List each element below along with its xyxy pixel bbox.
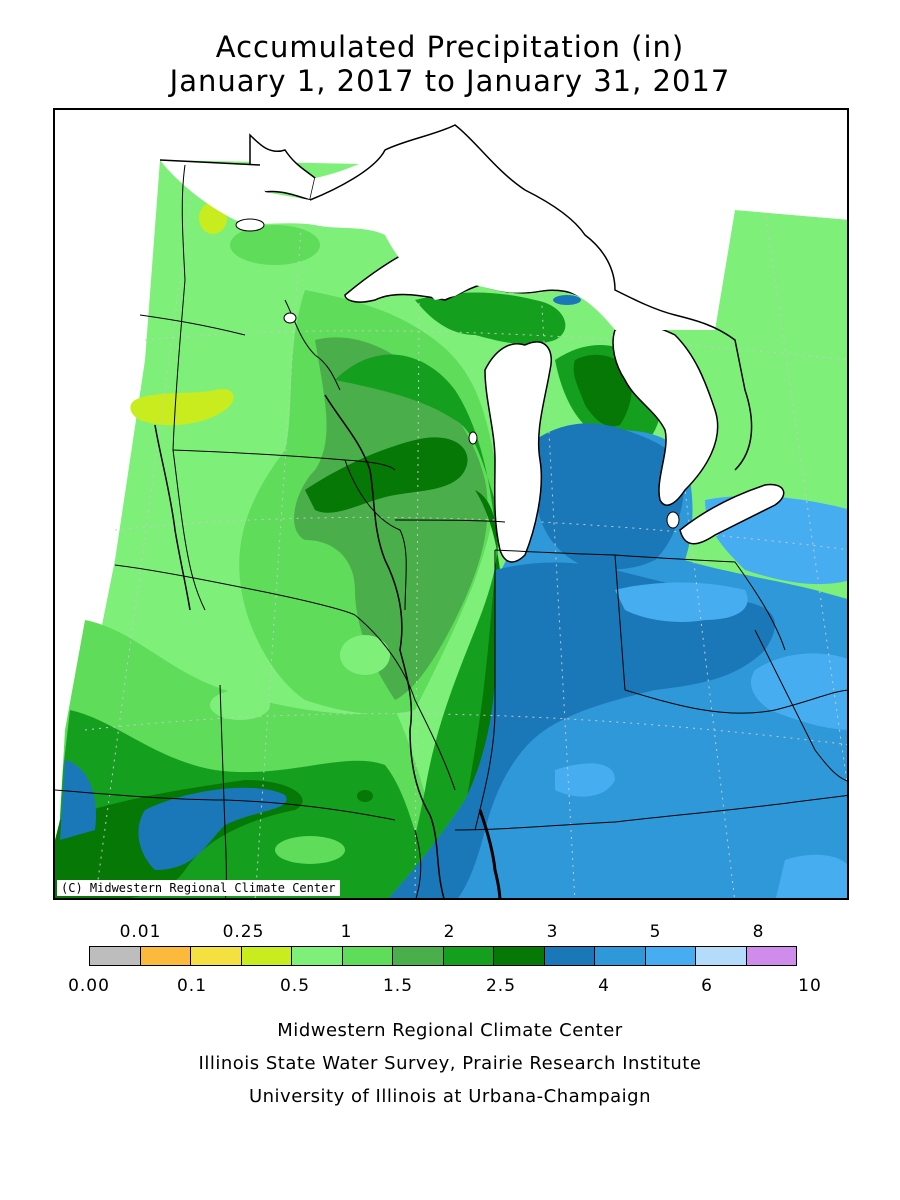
precip-zone-lightblue-ky: [555, 763, 615, 797]
legend-top-label: 2: [443, 922, 456, 942]
legend-bottom-label: 0.5: [279, 976, 311, 996]
legend-swatch: [594, 946, 646, 966]
legend-bottom-label: 10: [798, 976, 822, 996]
small-lakes: [235, 218, 680, 529]
legend-bottom-label: 2.5: [485, 976, 517, 996]
map-title: Accumulated Precipitation (in): [215, 30, 685, 64]
precip-zone-darkblue-mi: [533, 423, 685, 570]
legend-bottom-label: 0.1: [176, 976, 208, 996]
credit-line-3: University of Illinois at Urbana-Champai…: [248, 1086, 652, 1107]
legend-swatch: [543, 946, 595, 966]
precip-spot-darkgreen-ks: [357, 790, 373, 802]
precipitation-legend: 0.01 0.25 1 2 3 5 8 0.00 0.1 0.5 1.5 2.5 4 6 10: [0, 910, 900, 1010]
precip-spot-yellow-nd: [130, 389, 234, 426]
legend-swatch: [745, 946, 797, 966]
legend-top-label: 3: [546, 922, 559, 942]
legend-bottom-label: 6: [701, 976, 713, 996]
rivers: [154, 394, 502, 898]
legend-bottom-label: 4: [598, 976, 610, 996]
map-canvas: [55, 110, 847, 898]
legend-swatch: [89, 946, 141, 966]
legend-top-label: 8: [752, 922, 765, 942]
legend-bottom-label: 1.5: [382, 976, 414, 996]
precip-spot-light-ia: [340, 635, 390, 675]
legend-swatch: [644, 946, 696, 966]
precipitation-map: (C) Midwestern Regional Climate Center: [53, 108, 849, 900]
map-copyright: (C) Midwestern Regional Climate Center: [57, 880, 340, 896]
precip-zone-green-mid-central: [294, 337, 488, 700]
lake-erie: [679, 483, 785, 545]
precip-zone-darkgreen-mi-core: [573, 354, 632, 427]
lake-winnipeg-edge: [249, 133, 316, 201]
canada-region: [160, 110, 847, 330]
precip-zone-darkgreen-upper: [415, 292, 566, 345]
precip-spot-light-ne: [210, 690, 270, 720]
canada-shore: [159, 124, 753, 471]
lake-michigan: [484, 341, 552, 563]
legend-swatch: [442, 946, 494, 966]
legend-top-label: 5: [649, 922, 662, 942]
legend-bottom-label: 0.00: [68, 976, 110, 996]
state-borders: [55, 164, 847, 898]
legend-swatch: [190, 946, 242, 966]
legend-swatch: [291, 946, 343, 966]
precip-spot-darkblue-sup: [553, 295, 581, 305]
precip-spot-light-sd: [133, 505, 177, 555]
legend-swatch: [240, 946, 292, 966]
map-date-range: January 1, 2017 to January 31, 2017: [169, 64, 731, 98]
precip-zone-lightblue-wv: [751, 653, 847, 730]
precip-zone-lightblue-se: [775, 854, 847, 898]
precip-zone-lightblue-ohio: [615, 582, 748, 622]
legend-top-label: 0.25: [222, 922, 265, 942]
legend-swatch: [139, 946, 191, 966]
legend-top-label: 1: [340, 922, 353, 942]
legend-colorbar: [89, 946, 797, 978]
precip-spot-green-mn: [230, 225, 320, 265]
legend-top-label: 0.01: [119, 922, 162, 942]
legend-swatch: [493, 946, 545, 966]
legend-swatch: [392, 946, 444, 966]
legend-swatch: [341, 946, 393, 966]
precip-zone-blue-west2: [138, 787, 287, 870]
lake-huron: [612, 323, 719, 506]
credit-line-2: Illinois State Water Survey, Prairie Res…: [198, 1053, 702, 1074]
precip-zone-green-central: [335, 354, 499, 898]
credit-line-1: Midwestern Regional Climate Center: [277, 1020, 623, 1041]
precip-spot-light-mn: [310, 230, 360, 270]
precip-zone-darkblue-indiana: [388, 562, 775, 898]
precip-spot-green-mo: [275, 836, 345, 864]
precip-zone-darkgreen-central: [305, 437, 468, 513]
precip-zone-blue-west: [60, 760, 96, 840]
legend-swatch: [695, 946, 747, 966]
